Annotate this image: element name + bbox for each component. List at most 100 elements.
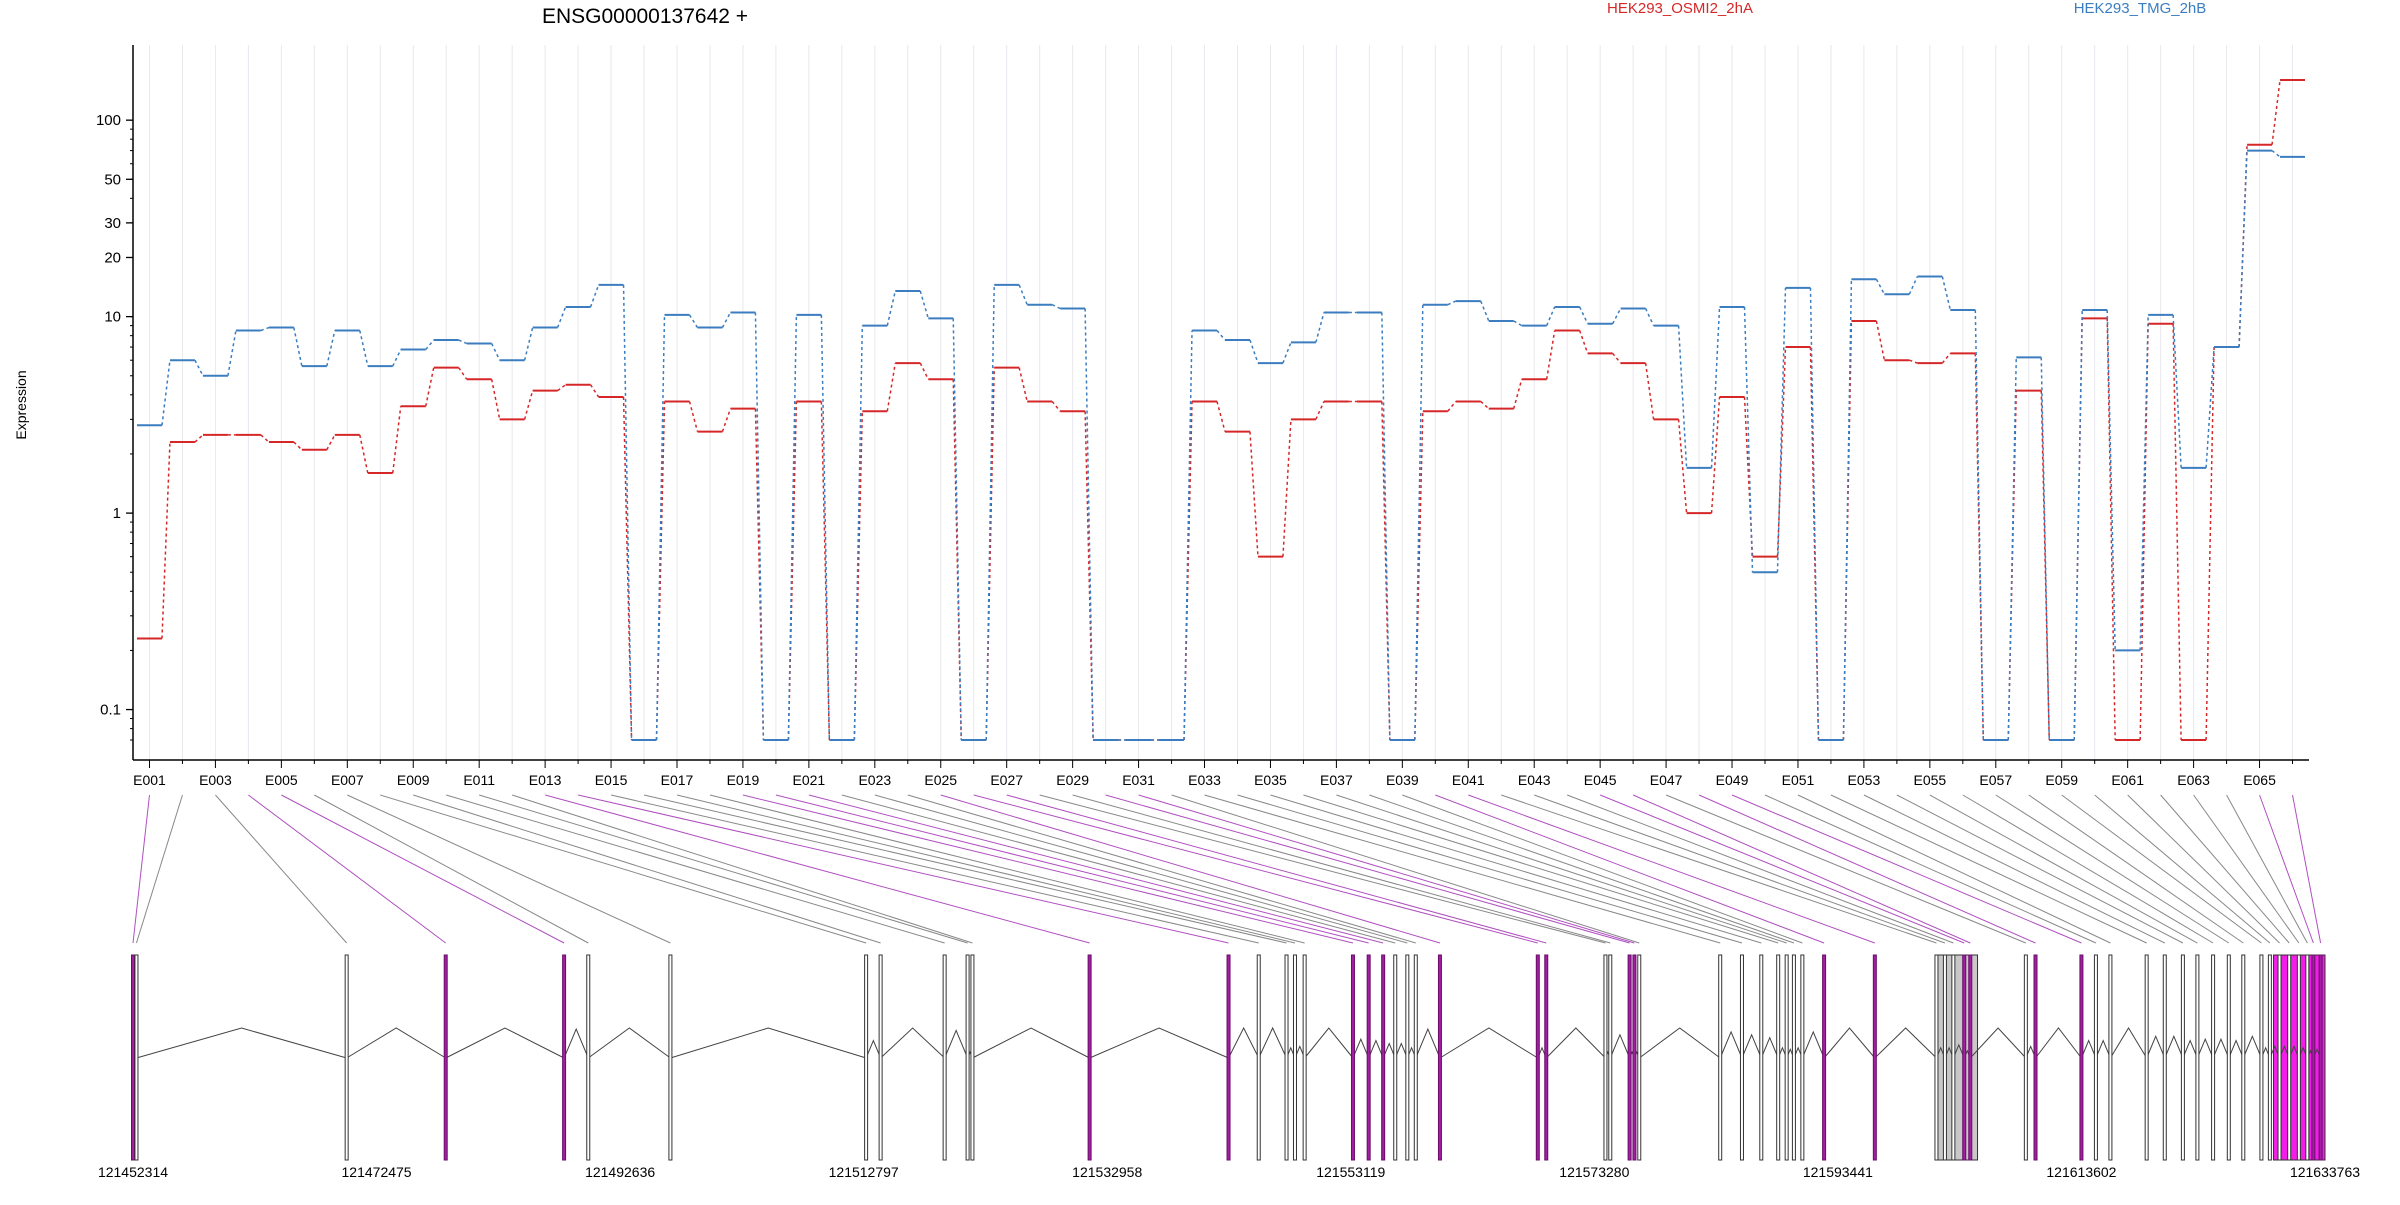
exon [1718, 954, 1723, 1161]
exon [1784, 954, 1789, 1161]
legend-entry-series-b: HEK293_TMG_2hB [2074, 0, 2207, 17]
exon [1962, 954, 1967, 1161]
series-connector [688, 314, 699, 328]
intron [1228, 1026, 1260, 1059]
exon [864, 954, 869, 1161]
series-connector [227, 330, 237, 376]
x-tick-label: E003 [199, 772, 232, 788]
exon-connector [808, 794, 1384, 944]
exon [1544, 954, 1549, 1161]
series-connector [1447, 300, 1457, 306]
series-connector [787, 314, 798, 741]
series-connector [1282, 342, 1292, 364]
series-connector [1084, 411, 1094, 741]
exon [1405, 954, 1410, 1161]
series-connector [655, 314, 666, 741]
series-connector [1710, 396, 1721, 514]
exon-connector [2226, 794, 2308, 944]
exon-connector [775, 794, 1369, 944]
intron [1089, 1027, 1229, 1059]
series-connector [1909, 359, 1918, 364]
exon-connector [1138, 794, 1635, 944]
exon-connector [1830, 794, 2147, 944]
series-connector [2205, 347, 2215, 468]
series-connector [886, 362, 897, 412]
intron [972, 1027, 1090, 1059]
exon-connector [1006, 794, 1547, 944]
exon [2226, 954, 2231, 1161]
exon [131, 954, 135, 1161]
series-connector [1809, 287, 1820, 741]
series-connector [1677, 325, 1688, 468]
series-connector [952, 318, 962, 741]
series-connector [1809, 347, 1820, 741]
exon-connector [135, 794, 183, 944]
series-connector [293, 327, 303, 367]
series-connector [1743, 306, 1754, 573]
exon [1366, 954, 1371, 1161]
exon [2023, 954, 2028, 1161]
series-connector [820, 314, 831, 741]
intron [1801, 1030, 1825, 1059]
series-connector [2073, 310, 2083, 741]
exon-connector [314, 794, 589, 944]
series-connector [392, 406, 402, 474]
series-connector [1447, 400, 1457, 412]
exon-connector [2127, 794, 2280, 944]
intron [2182, 1039, 2198, 1059]
exon-connector [940, 794, 1441, 944]
exon-connector [1567, 794, 1954, 944]
x-tick-label: E053 [1848, 772, 1881, 788]
intron [563, 1027, 589, 1059]
exon [1226, 954, 1231, 1161]
exon [1292, 954, 1297, 1161]
series-connector [1381, 312, 1391, 741]
exon [443, 954, 448, 1161]
intron [1874, 1027, 1937, 1059]
intron [1368, 1039, 1384, 1059]
series-a [137, 79, 2305, 741]
exon [942, 954, 947, 1161]
exon [965, 954, 970, 1161]
series-connector [721, 408, 732, 432]
x-tick-label: E035 [1254, 772, 1287, 788]
intron [445, 1027, 565, 1059]
exon-connector [1632, 794, 1971, 944]
genomic-tick-label: 121452314 [98, 1164, 168, 1180]
series-connector [1051, 400, 1061, 412]
y-tick-label: 20 [104, 249, 121, 266]
exon-connector [1171, 794, 1640, 944]
genomic-tick-label: 121573280 [1559, 1164, 1629, 1180]
exon-connector [347, 794, 671, 944]
series-connector [556, 306, 567, 328]
exon [586, 954, 591, 1161]
x-tick-label: E027 [990, 772, 1023, 788]
x-tick-label: E055 [1913, 772, 1946, 788]
exon [2033, 954, 2038, 1161]
x-tick-label: E015 [595, 772, 628, 788]
intron [2080, 1039, 2097, 1059]
intron [1304, 1027, 1354, 1059]
intron [2228, 1039, 2244, 1059]
exon-connector [676, 794, 1296, 944]
exon [134, 954, 139, 1161]
series-connector [260, 434, 270, 443]
series-connector [622, 284, 633, 741]
series-connector [1941, 276, 1952, 311]
intron [2146, 1034, 2166, 1059]
exon [2305, 954, 2310, 1161]
series-connector [1644, 308, 1655, 326]
exon [1791, 954, 1796, 1161]
exon-connector [2259, 794, 2314, 944]
series-connector [523, 390, 534, 420]
series-connector [1578, 306, 1589, 325]
x-tick-label: E009 [397, 772, 430, 788]
exon-connector [1995, 794, 2230, 944]
series-connector [1381, 401, 1391, 741]
series-connector [1611, 308, 1622, 325]
exon [1942, 954, 1947, 1161]
exon [1087, 954, 1092, 1161]
intron [1382, 1042, 1396, 1059]
y-tick-label: 0.1 [100, 702, 121, 719]
exon [2108, 954, 2113, 1161]
